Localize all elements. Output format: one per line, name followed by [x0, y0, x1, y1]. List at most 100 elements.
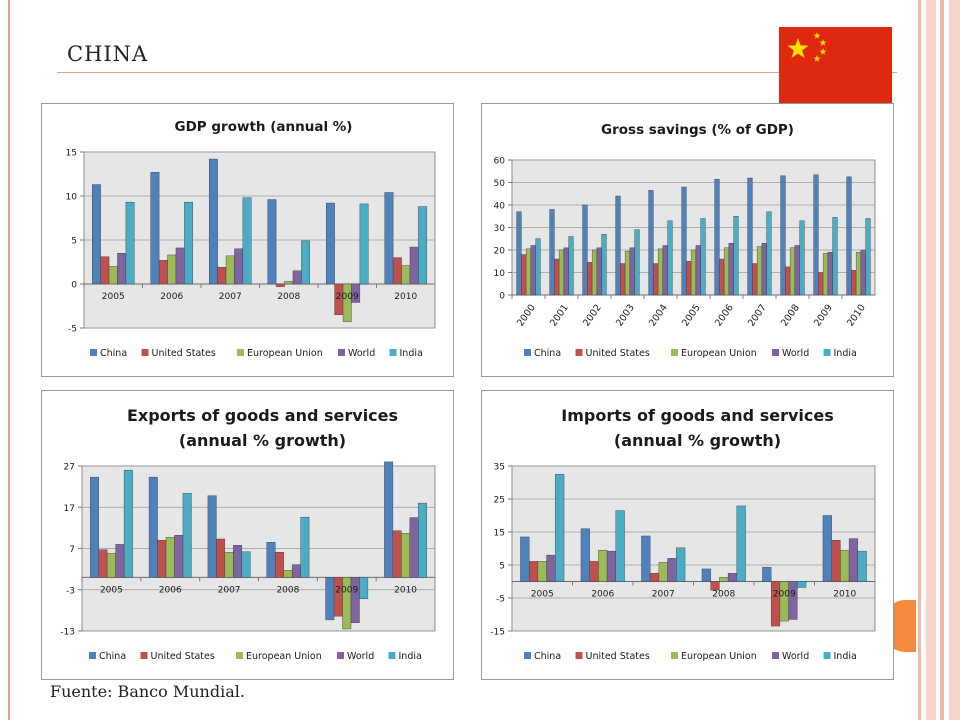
y-tick-label: -5 — [68, 325, 77, 335]
x-tick-label: 2006 — [591, 590, 614, 600]
bar-united-states — [831, 540, 841, 582]
bar-world — [233, 544, 242, 578]
bar-india — [535, 238, 541, 296]
bar-china — [780, 175, 786, 296]
x-tick-label: 2006 — [713, 303, 736, 329]
bar-china — [582, 204, 588, 296]
bar-united-states — [818, 272, 824, 296]
legend-swatch — [823, 349, 831, 356]
bar-european-union — [598, 549, 608, 582]
x-tick-label: 2010 — [394, 585, 417, 595]
legend-swatch — [389, 349, 397, 356]
legend-label: United States — [152, 348, 216, 359]
bar-india — [300, 516, 310, 578]
flag-small-star — [813, 55, 821, 62]
chart-title: Exports of goods and services — [127, 406, 398, 425]
bar-india — [184, 201, 194, 285]
bar-china — [615, 195, 621, 296]
bar-china — [325, 577, 335, 621]
x-tick-label: 2007 — [219, 292, 242, 302]
bar-china — [813, 174, 819, 296]
x-tick-label: 2008 — [779, 303, 802, 329]
bar-china — [207, 495, 217, 578]
y-tick-label: 5 — [71, 237, 77, 247]
bar-world — [351, 283, 361, 303]
bar-world — [175, 247, 185, 285]
bar-united-states — [528, 561, 539, 582]
bar-european-union — [624, 250, 631, 296]
bar-united-states — [587, 262, 593, 296]
bar-european-union — [822, 253, 829, 296]
bar-china — [384, 461, 394, 578]
legend-swatch — [90, 349, 97, 356]
x-tick-label: 2010 — [394, 292, 417, 302]
title-underline — [57, 72, 897, 73]
bar-india — [797, 581, 807, 588]
imports-growth-chart-svg: Imports of goods and services (annual % g… — [490, 406, 876, 662]
y-tick-label: 10 — [494, 269, 506, 279]
x-tick-label: 2009 — [335, 585, 358, 595]
bar-united-states — [851, 270, 857, 296]
gross-savings-chart: Gross savings (% of GDP) 0 10 20 30 40 50 60 200… — [481, 103, 894, 377]
bar-india — [799, 220, 805, 296]
bar-world — [234, 248, 244, 285]
bar-world — [563, 247, 569, 296]
bar-world — [530, 245, 536, 296]
chart-title: GDP growth (annual %) — [175, 119, 353, 135]
x-tick-label: 2006 — [159, 585, 182, 595]
bar-united-states — [392, 530, 402, 578]
bar-india — [676, 547, 686, 582]
bar-european-union — [283, 570, 293, 578]
china-flag-image — [779, 27, 892, 103]
chart-legend: China United States European Union World Ind… — [524, 348, 857, 359]
bar-world — [292, 270, 302, 285]
bar-india — [242, 197, 252, 285]
bar-india — [865, 218, 871, 296]
bar-india — [359, 203, 369, 285]
bar-european-union — [756, 246, 763, 296]
bar-china — [714, 178, 720, 296]
bar-china — [846, 176, 852, 296]
y-tick-label: 25 — [494, 496, 505, 506]
bar-china — [747, 177, 753, 296]
legend-label: United States — [151, 651, 215, 662]
y-tick-label: -15 — [490, 628, 505, 638]
bar-european-union — [723, 247, 730, 296]
bar-european-union — [591, 249, 598, 296]
bar-china — [580, 528, 590, 582]
legend-label: World — [348, 348, 375, 359]
bar-china — [267, 199, 277, 285]
legend-label: India — [834, 348, 857, 359]
bar-european-union — [165, 537, 175, 578]
y-tick-label: -13 — [60, 628, 75, 638]
x-tick-label: 2005 — [680, 303, 703, 329]
legend-swatch — [524, 349, 531, 356]
y-tick-label: 10 — [66, 193, 78, 203]
bar-india — [125, 201, 135, 285]
bar-european-union — [840, 549, 850, 582]
x-tick-label: 2008 — [277, 292, 300, 302]
chart-title: (annual % growth) — [614, 431, 781, 450]
bar-world — [728, 243, 734, 296]
bar-world — [117, 252, 127, 285]
bar-united-states — [100, 256, 110, 285]
left-accent-rule — [8, 0, 10, 720]
bar-china — [90, 476, 99, 578]
legend-swatch — [524, 652, 531, 659]
bar-european-union — [525, 248, 532, 296]
y-tick-label: 15 — [66, 149, 77, 159]
plot-area — [511, 465, 876, 632]
bar-united-states — [157, 540, 167, 578]
bar-european-union — [779, 581, 789, 622]
legend-swatch — [575, 652, 583, 659]
legend-label: European Union — [247, 348, 323, 359]
y-tick-label: 40 — [494, 202, 506, 212]
bar-united-states — [770, 581, 781, 627]
bar-world — [794, 245, 800, 296]
bar-world — [606, 550, 617, 582]
x-tick-label: 2007 — [746, 303, 769, 329]
legend-swatch — [575, 349, 583, 356]
chart-legend: China United States European Union World Ind… — [89, 651, 422, 662]
bar-european-union — [658, 562, 668, 582]
bar-world — [827, 252, 833, 296]
